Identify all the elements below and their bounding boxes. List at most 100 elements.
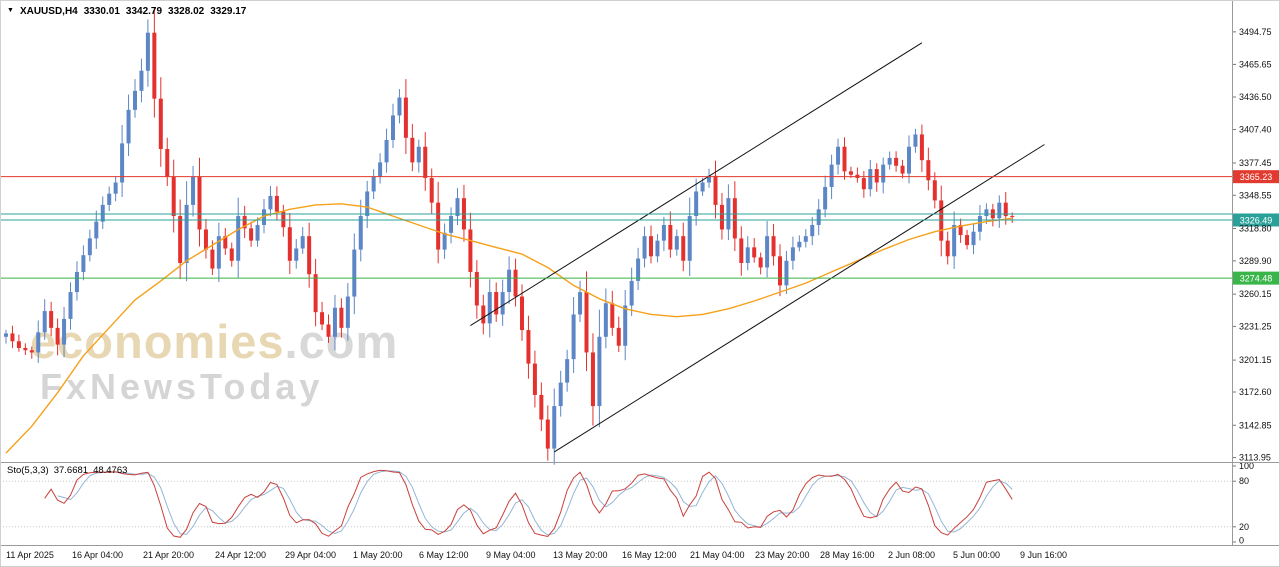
price-axis-label: 3407.40 — [1239, 125, 1272, 135]
candle-body — [513, 269, 518, 297]
candle-body — [752, 247, 757, 258]
price-axis-label: 3172.60 — [1239, 387, 1272, 397]
candle-body — [62, 318, 67, 345]
candle-body — [332, 307, 337, 337]
candle-body — [158, 98, 163, 149]
candle-body — [481, 305, 486, 324]
candle-body — [223, 236, 228, 249]
price-tag — [1232, 213, 1280, 227]
candle-body — [4, 333, 8, 337]
candle-body — [55, 327, 60, 345]
candle-body — [455, 198, 460, 217]
candle-body — [449, 216, 454, 233]
candle-body — [649, 236, 653, 257]
price-tag — [1232, 271, 1280, 285]
price-axis-label: 3201.15 — [1239, 355, 1272, 365]
candle-body — [526, 330, 531, 364]
candle-body — [178, 216, 183, 264]
candle-body — [784, 260, 789, 286]
candle-body — [823, 186, 828, 210]
symbol-dropdown-icon[interactable]: ▼ — [7, 7, 14, 14]
candle-body — [423, 146, 428, 179]
stochastic-pane: 100 80 20 0 — [0, 461, 1254, 546]
candle-body — [848, 171, 853, 175]
chart-title: ▼ XAUUSD,H4 3330.01 3342.79 3328.02 3329… — [7, 6, 246, 17]
date-axis-label: 9 May 04:00 — [486, 550, 536, 560]
candle-body — [365, 191, 370, 217]
candle-body — [474, 271, 479, 306]
candle-body — [281, 211, 286, 228]
horizontal-level-lines[interactable]: 3365.23 3326.49 3274.48 — [0, 170, 1280, 285]
candle-body — [681, 236, 686, 261]
price-axis-label: 3348.55 — [1239, 190, 1272, 200]
candle-body — [674, 236, 679, 250]
stochastic-axis-label: 0 — [1239, 536, 1244, 546]
candle-body — [803, 236, 808, 242]
candle-body — [881, 164, 886, 183]
trendline — [553, 144, 1045, 453]
candle-body — [410, 137, 415, 163]
candle-body — [520, 296, 524, 331]
price-axis-label: 3494.75 — [1239, 27, 1272, 37]
candle-body — [861, 178, 866, 190]
candle-body — [1003, 202, 1008, 217]
stochastic-value-main: 37.6681 — [53, 465, 89, 476]
watermark-brand: economies — [30, 315, 285, 368]
candle-body — [694, 191, 699, 217]
trendlines[interactable] — [470, 42, 1045, 453]
candle-body — [539, 394, 544, 420]
candle-body — [152, 32, 157, 99]
ohlc-low: 3328.02 — [168, 6, 205, 17]
price-axis-label: 3142.85 — [1239, 420, 1272, 430]
time-axis[interactable]: 11 Apr 2025 16 Apr 04:00 21 Apr 20:00 24 Ap… — [6, 550, 1067, 560]
candle-body — [107, 193, 112, 205]
candle-body — [558, 382, 563, 407]
candle-body — [965, 235, 970, 246]
candle-body — [165, 148, 170, 177]
candle-body — [739, 238, 744, 264]
candle-body — [255, 224, 260, 241]
candle-body — [126, 109, 131, 144]
candle-body — [294, 248, 299, 261]
candle-body — [810, 224, 815, 237]
candle-body — [242, 216, 247, 229]
date-axis-label: 16 May 12:00 — [622, 550, 677, 560]
candle-body — [416, 146, 421, 163]
watermark-line1: economies.com — [30, 318, 398, 366]
candle-body — [874, 169, 879, 183]
candle-body — [668, 224, 673, 250]
candle-body — [971, 231, 976, 246]
stochastic-main-line — [44, 469, 1013, 538]
candle-body — [907, 146, 911, 174]
candle-body — [371, 176, 376, 192]
candle-body — [23, 347, 28, 351]
price-tag-label: 3365.23 — [1240, 172, 1273, 182]
date-axis-label: 28 May 16:00 — [820, 550, 875, 560]
candle-body — [616, 327, 621, 346]
candle-body — [268, 195, 273, 210]
candle-body — [661, 224, 666, 241]
symbol-timeframe: XAUUSD,H4 — [19, 6, 78, 17]
candle-body — [210, 249, 215, 269]
candle-body — [320, 312, 325, 325]
candle-body — [900, 165, 905, 174]
candle-body — [719, 204, 724, 230]
candle-body — [552, 406, 557, 449]
candle-body — [578, 292, 583, 315]
price-axis[interactable]: 3494.75 3465.65 3436.50 3407.40 3377.45 3348.… — [1232, 27, 1272, 463]
candle-body — [487, 292, 492, 324]
candle-body — [29, 350, 34, 353]
candle-body — [603, 303, 608, 337]
candlestick-series — [4, 8, 1015, 465]
candle-body — [919, 134, 924, 161]
trendline — [470, 42, 923, 327]
candle-body — [842, 146, 847, 172]
stochastic-axis-label: 80 — [1239, 476, 1249, 486]
candle-body — [629, 280, 634, 306]
candle-body — [584, 292, 589, 353]
candle-body — [36, 332, 41, 353]
candle-body — [120, 143, 125, 183]
date-axis-label: 9 Jun 16:00 — [1020, 550, 1067, 560]
